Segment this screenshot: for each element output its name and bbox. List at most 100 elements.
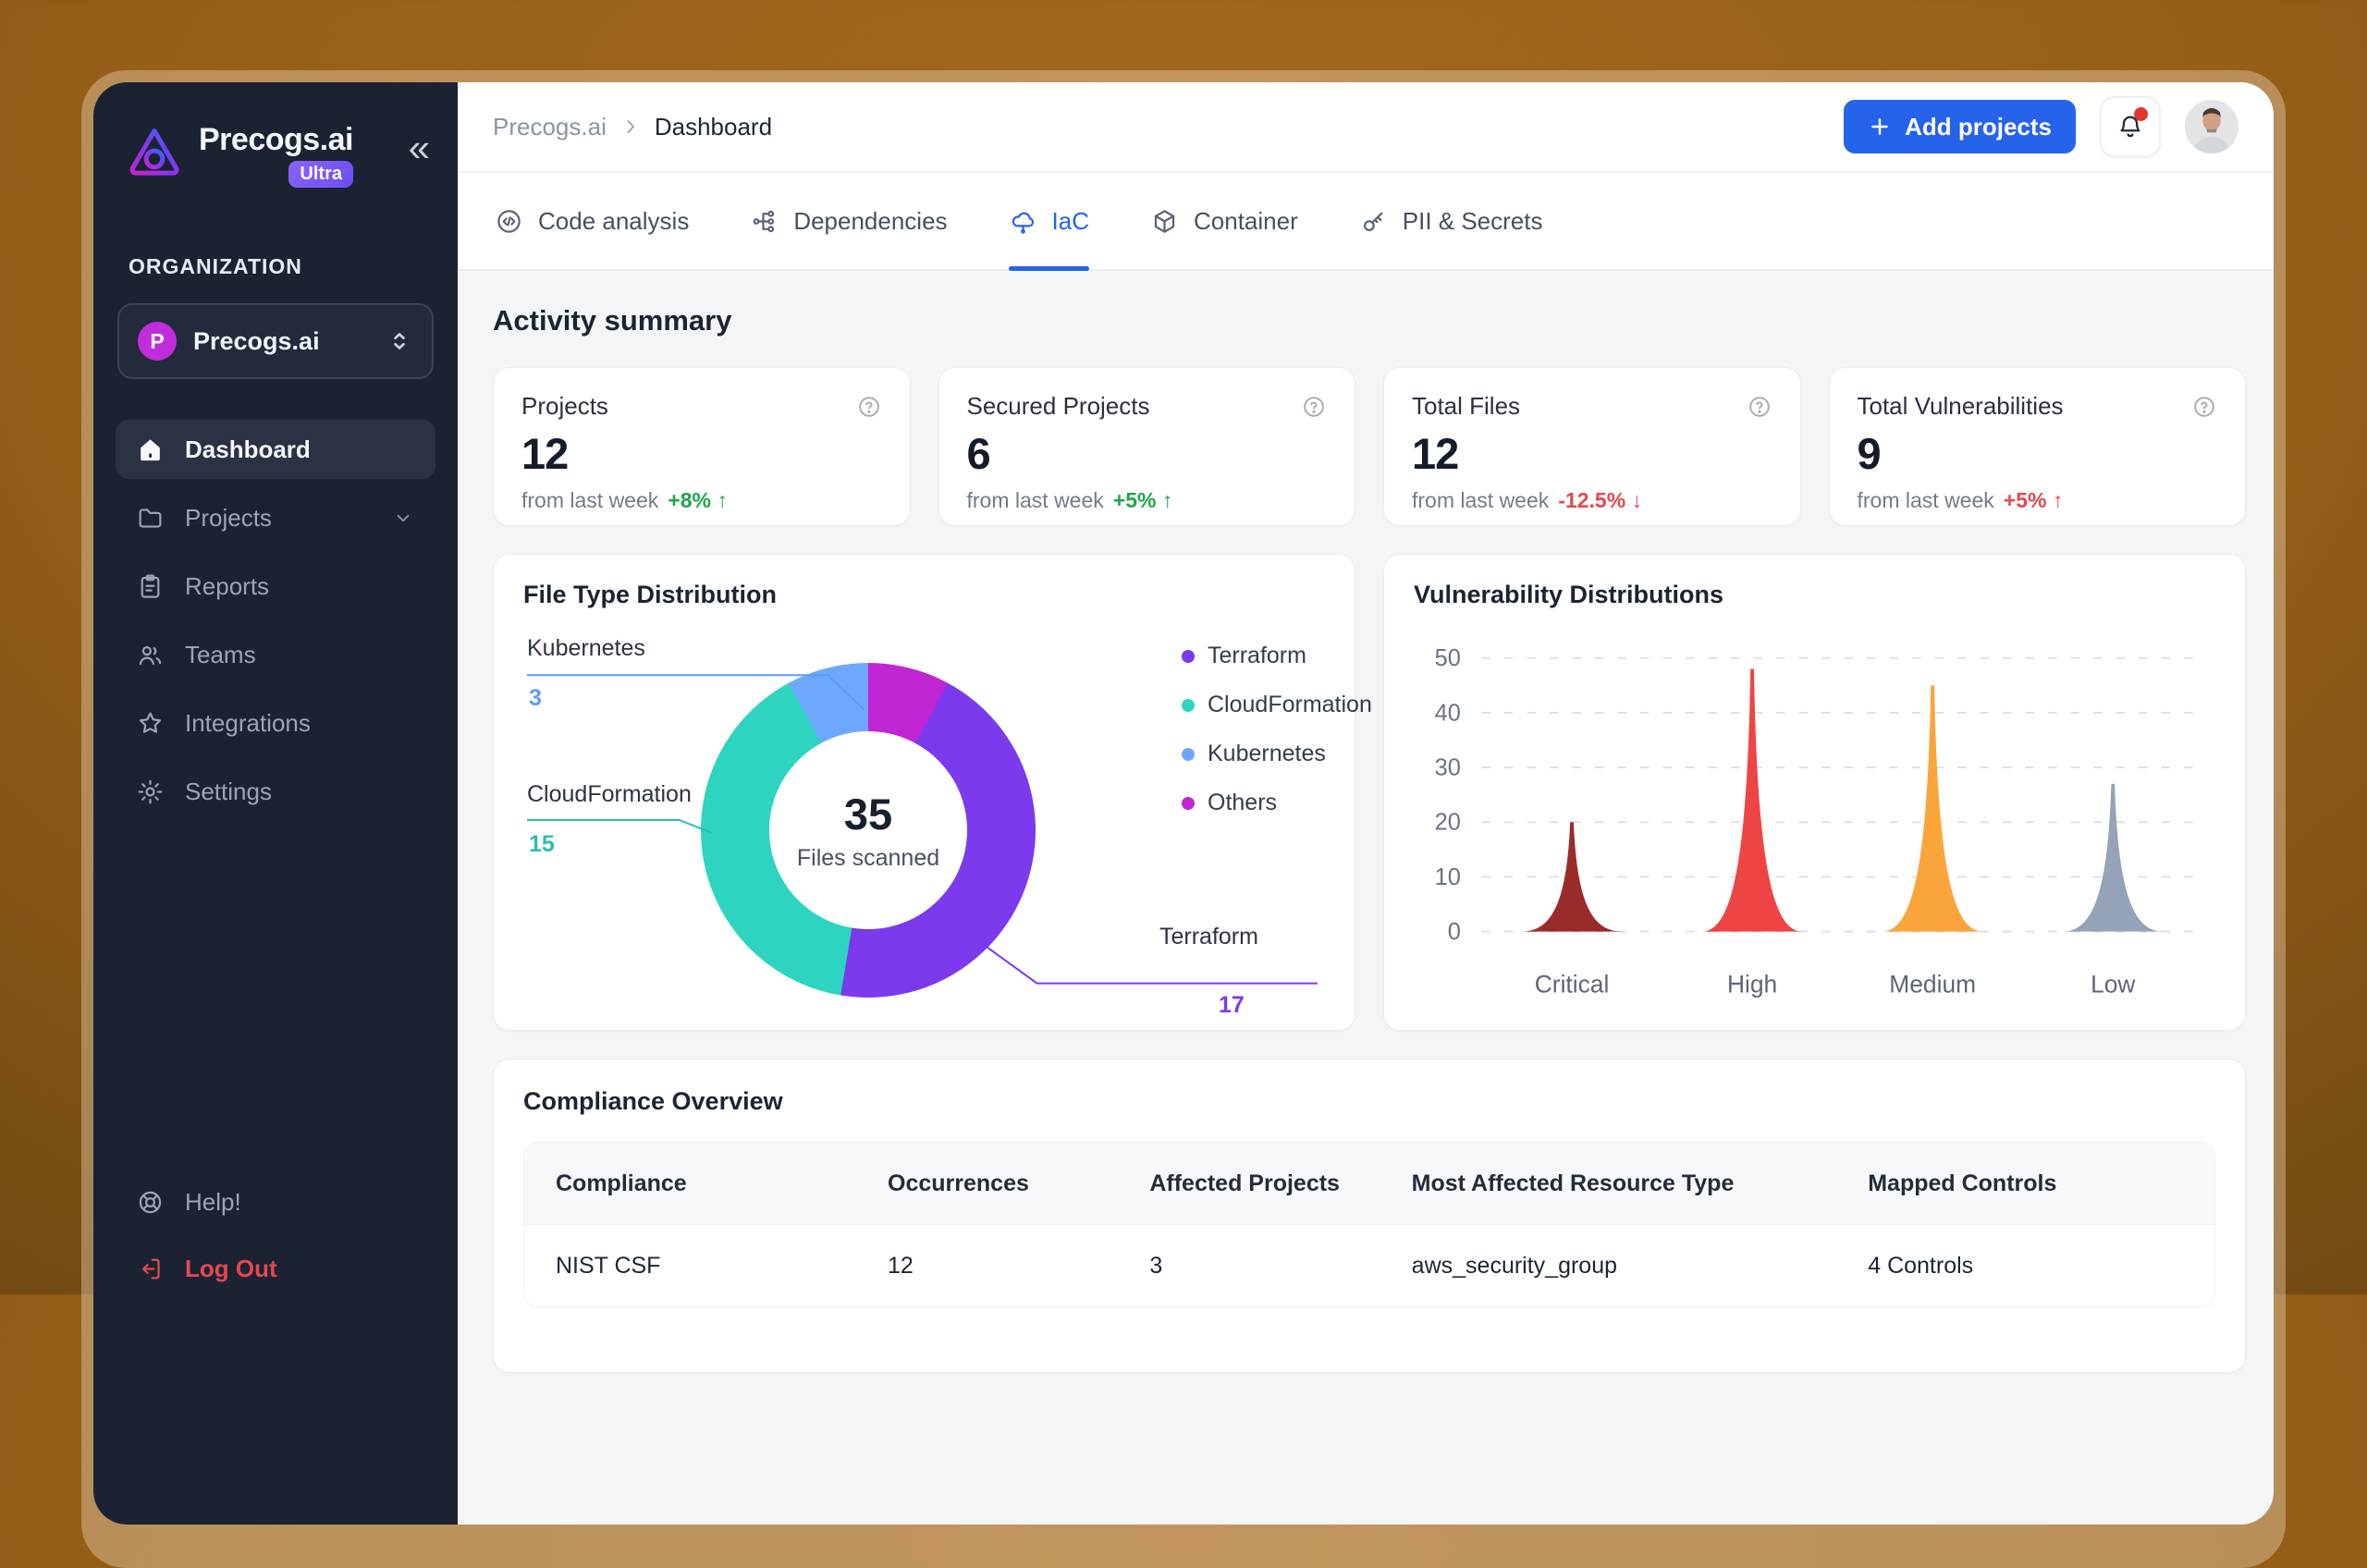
help-icon[interactable]	[1747, 394, 1772, 420]
sidebar-item-log-out[interactable]: Log Out	[116, 1239, 435, 1298]
stat-delta: -12.5% ↓	[1558, 488, 1643, 512]
sidebar-collapse-icon[interactable]: «	[408, 126, 430, 169]
chevron-up-down-icon	[386, 327, 413, 355]
bell-icon	[2116, 112, 2145, 141]
legend-label: CloudFormation	[1208, 692, 1372, 717]
stat-sub-label: from last week	[1412, 488, 1550, 512]
stat-sub-label: from last week	[966, 488, 1104, 512]
files-scanned-value: 35	[843, 790, 893, 839]
tab-container[interactable]: Container	[1150, 173, 1298, 269]
stat-delta: +8% ↑	[668, 488, 728, 512]
tab-iac[interactable]: IaC	[1008, 173, 1090, 271]
sidebar-item-label: Help!	[185, 1187, 241, 1216]
users-icon	[139, 645, 162, 666]
add-projects-button[interactable]: Add projects	[1844, 100, 2076, 153]
tab-strip: Code analysis Dependencies IaC Container PII…	[458, 173, 2274, 271]
help-icon[interactable]	[2191, 394, 2217, 420]
sidebar-item-settings[interactable]: Settings	[116, 762, 435, 821]
stat-title: Total Vulnerabilities	[1857, 392, 2064, 420]
tab-label: Dependencies	[793, 206, 948, 235]
table-header-row: Compliance Occurrences Affected Projects Mo…	[524, 1143, 2214, 1224]
sidebar-item-help[interactable]: Help!	[116, 1172, 435, 1231]
help-icon	[2194, 396, 2214, 417]
stat-card-total-vulnerabilities: Total Vulnerabilities 9 from last week +5% …	[1828, 367, 2246, 526]
table-row[interactable]: NIST CSF 12 3 aws_security_group 4 Controls	[524, 1224, 2214, 1306]
sidebar-item-projects[interactable]: Projects	[116, 488, 435, 547]
legend-dot	[1182, 747, 1195, 761]
life-ring-icon	[139, 1191, 162, 1214]
stat-card-secured-projects: Secured Projects 6 from last week +5% ↑	[938, 367, 1355, 526]
sidebar-item-dashboard[interactable]: Dashboard	[116, 420, 435, 480]
column-header: Occurrences	[888, 1170, 1029, 1196]
sidebar: Precogs.ai Ultra « ORGANIZATION P Precog…	[93, 82, 458, 1525]
help-icon	[858, 396, 879, 417]
legend-item-others: Others	[1182, 790, 1372, 816]
callout-value-kubernetes: 3	[529, 685, 542, 711]
tab-code-analysis[interactable]: Code analysis	[495, 173, 689, 269]
files-scanned-label: Files scanned	[796, 845, 940, 871]
add-projects-label: Add projects	[1905, 112, 2052, 141]
tab-dependencies[interactable]: Dependencies	[750, 173, 948, 269]
legend-label: Others	[1208, 790, 1278, 815]
sidebar-item-label: Teams	[185, 640, 256, 668]
sidebar-item-integrations[interactable]: Integrations	[116, 693, 435, 753]
cube-icon	[1154, 209, 1175, 233]
sidebar-footer: Help! Log Out	[93, 1172, 458, 1324]
app-window: Precogs.ai Ultra « ORGANIZATION P Precog…	[93, 82, 2274, 1525]
x-category-label: High	[1727, 971, 1777, 998]
breadcrumb-root[interactable]: Precogs.ai	[493, 112, 607, 141]
legend-label: Terraform	[1208, 643, 1306, 668]
window-frame: Precogs.ai Ultra « ORGANIZATION P Precog…	[81, 70, 2286, 1568]
sidebar-nav: Dashboard Projects Reports Teams Integration…	[116, 420, 435, 821]
notifications-button[interactable]	[2100, 96, 2161, 157]
stat-cards-row: Projects 12 from last week +8% ↑ Secured Pro…	[493, 367, 2246, 526]
donut-ring	[701, 663, 1036, 998]
plan-badge: Ultra	[288, 161, 353, 189]
callout-label-cloudformation: CloudFormation	[527, 781, 692, 807]
donut-chart-title: File Type Distribution	[523, 581, 778, 608]
help-icon[interactable]	[1301, 394, 1327, 420]
main-area: Precogs.ai Dashboard Add projects	[458, 82, 2274, 1525]
gear-icon	[138, 779, 163, 804]
key-icon	[1363, 212, 1383, 231]
column-header: Affected Projects	[1149, 1170, 1340, 1196]
sidebar-item-reports[interactable]: Reports	[116, 557, 435, 616]
legend-dot	[1182, 649, 1195, 663]
stat-value: 12	[1412, 429, 1459, 478]
sidebar-header: Precogs.ai Ultra «	[93, 82, 458, 189]
y-tick-label: 0	[1448, 919, 1461, 945]
stat-card-total-files: Total Files 12 from last week -12.5% ↓	[1383, 367, 1801, 526]
y-tick-label: 10	[1435, 864, 1461, 890]
stat-title: Secured Projects	[966, 392, 1150, 420]
y-tick-label: 40	[1435, 700, 1461, 726]
org-name: Precogs.ai	[193, 326, 320, 355]
user-avatar[interactable]	[2185, 100, 2238, 153]
callout-line	[983, 944, 1318, 985]
stat-title: Projects	[521, 392, 608, 420]
plus-icon	[1868, 115, 1892, 139]
spike-critical	[1521, 822, 1623, 932]
callout-value-terraform: 17	[1219, 992, 1245, 1018]
tab-pii-secrets[interactable]: PII & Secrets	[1359, 173, 1543, 269]
precogs-logo-icon	[125, 123, 184, 182]
tab-label: PII & Secrets	[1402, 206, 1543, 235]
top-actions: Add projects	[1844, 96, 2238, 157]
code-icon	[497, 209, 521, 233]
table-cell: 4 Controls	[1868, 1252, 1974, 1279]
spike-chart-title: Vulnerability Distributions	[1414, 581, 1724, 608]
sidebar-item-teams[interactable]: Teams	[116, 625, 435, 684]
tab-label: Code analysis	[538, 206, 690, 235]
help-icon[interactable]	[856, 394, 882, 420]
org-selector[interactable]: P Precogs.ai	[117, 303, 434, 380]
stat-sub-label: from last week	[1857, 488, 1994, 512]
table-cell: 12	[888, 1252, 914, 1279]
sidebar-item-label: Log Out	[185, 1254, 277, 1282]
legend-dot	[1182, 698, 1195, 712]
sidebar-item-label: Integrations	[185, 708, 311, 737]
logout-icon	[142, 1258, 160, 1280]
vulnerability-distributions-card: Vulnerability Distributions 0 10 20 30 40 50 C…	[1383, 554, 2246, 1031]
table-cell: aws_security_group	[1411, 1252, 1618, 1279]
sidebar-item-label: Dashboard	[185, 435, 311, 463]
x-category-label: Medium	[1889, 971, 1976, 998]
home-icon	[141, 439, 160, 461]
